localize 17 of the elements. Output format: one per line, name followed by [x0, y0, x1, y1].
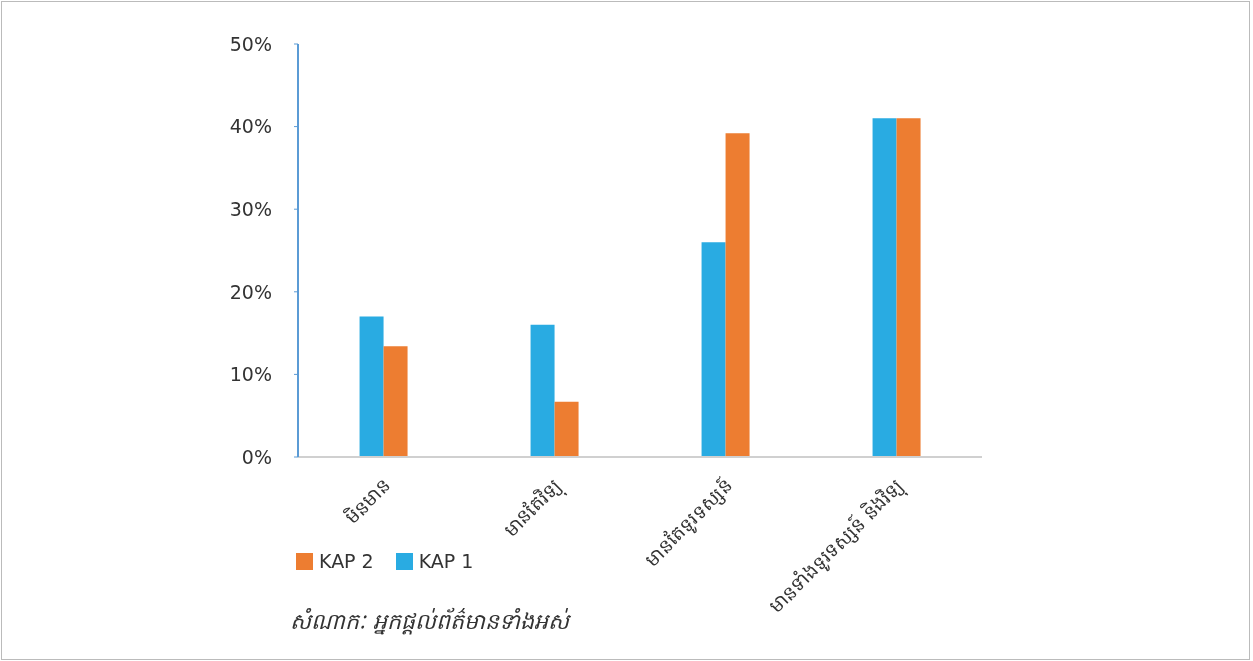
- y-tick-label: 0%: [241, 445, 272, 468]
- bar: [359, 316, 384, 457]
- y-tick-label: 40%: [229, 115, 272, 138]
- bar: [872, 118, 897, 457]
- y-tick-label: 30%: [229, 197, 272, 220]
- bar: [725, 133, 750, 457]
- legend-label: KAP 2: [319, 550, 374, 572]
- y-tick-label: 50%: [229, 32, 272, 55]
- bar: [383, 346, 408, 457]
- bar: [701, 242, 726, 457]
- legend-label: KAP 1: [418, 550, 474, 572]
- bar: [896, 118, 921, 457]
- bar: [530, 324, 555, 457]
- y-tick-label: 10%: [229, 363, 272, 386]
- bar: [554, 401, 579, 457]
- text: សំណាកៈ អ្នកផ្តល់ព័ត៌មានទាំងអស់: [290, 608, 569, 637]
- y-tick-label: 20%: [229, 280, 272, 303]
